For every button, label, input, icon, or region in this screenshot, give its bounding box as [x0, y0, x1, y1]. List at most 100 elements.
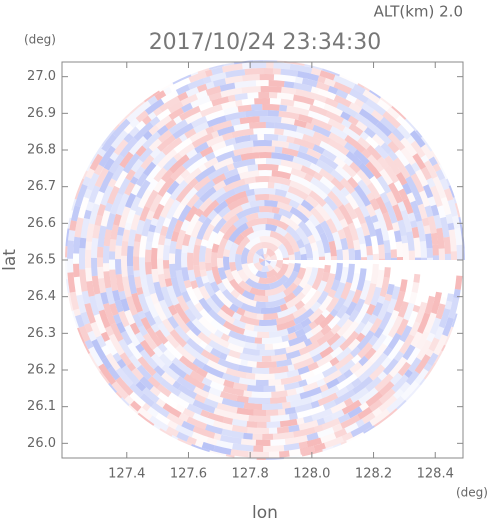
echo-cell [405, 176, 420, 198]
echo-cell [381, 318, 396, 337]
echo-cell [247, 164, 259, 172]
echo-cell [183, 279, 192, 289]
echo-cell [310, 86, 320, 95]
echo-cell [247, 194, 256, 203]
echo-cell [454, 227, 463, 246]
echo-cell [298, 114, 313, 124]
echo-cell [246, 384, 264, 392]
echo-cell [257, 421, 267, 429]
echo-cell [222, 320, 245, 335]
echo-cell [202, 363, 225, 379]
echo-cell [129, 322, 141, 335]
echo-cell [197, 331, 212, 345]
echo-cell [153, 167, 168, 183]
echo-cell [258, 152, 272, 159]
echo-cell [179, 133, 188, 142]
echo-cell [300, 199, 314, 212]
echo-cell [112, 118, 131, 138]
echo-cell [386, 106, 400, 120]
echo-cell [289, 180, 312, 196]
echo-cell [303, 173, 314, 183]
echo-cell [194, 238, 203, 246]
echo-cell [198, 197, 213, 212]
echo-cell [425, 233, 433, 249]
echo-cell [345, 93, 358, 104]
echo-cell [295, 386, 305, 395]
echo-cell [213, 230, 225, 246]
echo-cell [230, 449, 249, 458]
echo-cell [253, 252, 261, 264]
y-tick-label: 26.3 [27, 326, 56, 341]
echo-cell [290, 352, 312, 365]
echo-cell [400, 137, 418, 157]
echo-cell [225, 367, 247, 379]
echo-cell [277, 60, 285, 63]
echo-cell [253, 188, 276, 195]
echo-cell [319, 70, 336, 81]
echo-cell [153, 365, 166, 377]
echo-cell [229, 242, 239, 263]
echo-cell [417, 203, 428, 220]
y-tick-label: 26.0 [27, 436, 56, 451]
echo-cell [115, 367, 134, 388]
echo-cell [333, 282, 346, 300]
echo-cell [206, 115, 227, 128]
echo-cell [330, 177, 345, 191]
echo-cell [268, 451, 280, 458]
echo-cell [178, 412, 189, 422]
echo-cell [177, 204, 192, 223]
echo-cell [158, 273, 167, 288]
echo-cell [386, 283, 395, 296]
echo-cell [154, 90, 167, 101]
echo-cell [201, 275, 210, 284]
echo-cell [361, 102, 375, 115]
echo-cell [391, 127, 405, 142]
echo-cell [216, 257, 224, 269]
echo-cell [211, 130, 220, 139]
echo-cell [103, 229, 112, 247]
echo-cell [169, 240, 177, 254]
echo-cell [281, 147, 299, 157]
echo-cell [236, 165, 249, 174]
echo-cell [284, 407, 296, 415]
echo-cell [104, 325, 115, 337]
echo-cell [237, 104, 252, 113]
echo-cell [246, 229, 271, 241]
echo-cell [198, 316, 218, 335]
echo-cell [333, 74, 356, 90]
echo-cell [110, 224, 119, 240]
echo-cell [65, 245, 68, 258]
echo-cell [421, 217, 430, 227]
echo-cell [350, 387, 369, 403]
echo-cell [409, 321, 421, 337]
echo-cell [205, 85, 222, 96]
echo-cell [121, 365, 140, 386]
echo-cell [311, 353, 323, 363]
echo-cell [415, 169, 429, 187]
echo-cell [317, 392, 339, 407]
echo-cell [397, 361, 411, 377]
echo-cell [263, 133, 279, 141]
echo-cell [331, 409, 345, 420]
echo-cell [161, 364, 180, 381]
echo-cell [340, 111, 351, 121]
echo-cell [328, 240, 337, 257]
echo-cell [302, 381, 319, 393]
echo-cell [425, 348, 434, 358]
echo-cell [89, 153, 103, 171]
echo-cell [249, 121, 266, 129]
echo-cell [438, 308, 451, 329]
echo-cell [236, 206, 260, 220]
echo-cell [175, 403, 186, 414]
echo-cell [383, 240, 391, 253]
echo-cell [216, 402, 238, 414]
echo-cell [333, 207, 345, 222]
echo-cell [148, 224, 157, 233]
echo-cell [156, 384, 172, 398]
echo-cell [396, 318, 409, 336]
echo-cell [349, 272, 360, 292]
echo-cell [230, 289, 241, 299]
echo-cell [280, 183, 290, 192]
echo-cell [271, 206, 280, 214]
